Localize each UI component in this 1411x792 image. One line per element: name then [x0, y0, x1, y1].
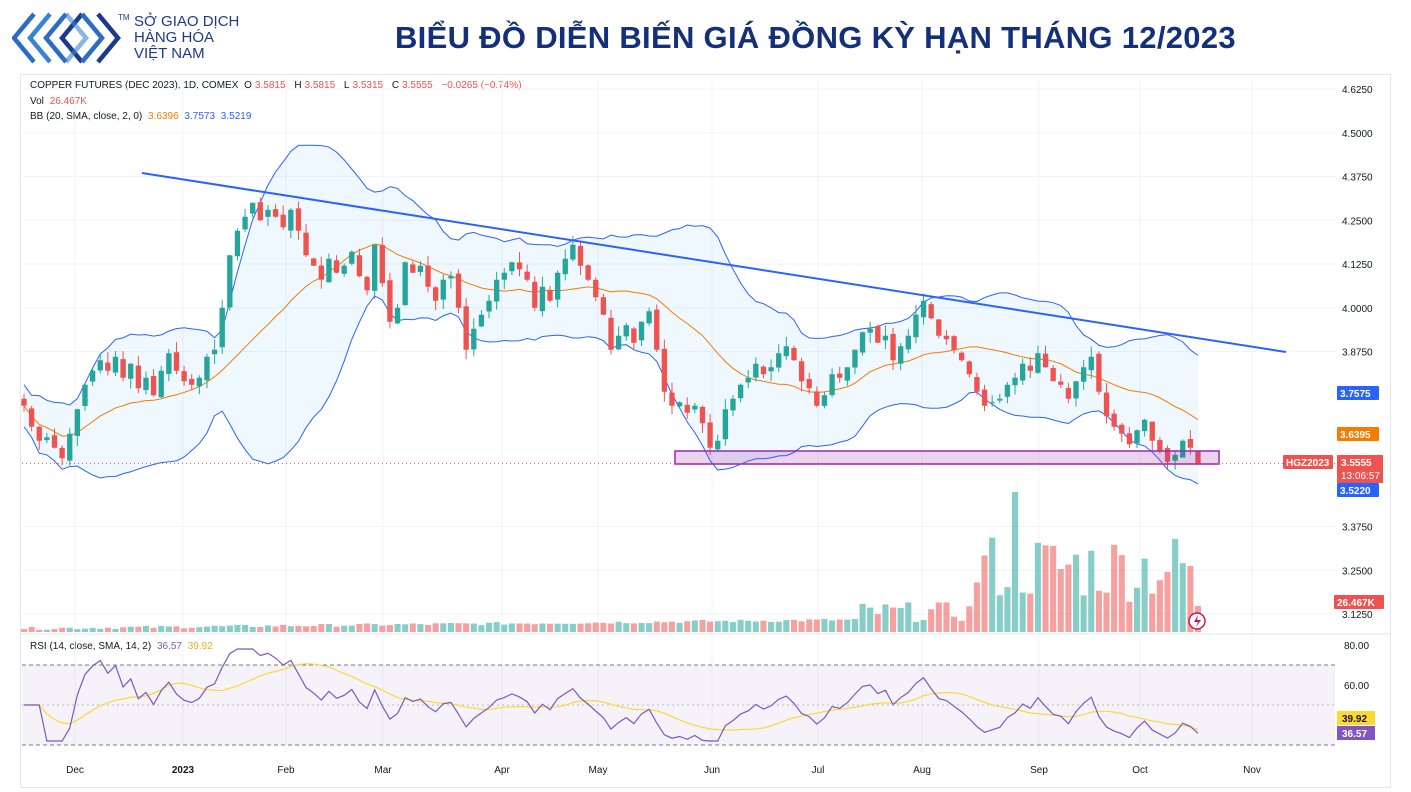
chart-frame	[20, 74, 1391, 788]
legend-l-value: 3.5315	[352, 80, 384, 91]
legend-symbol-row: COPPER FUTURES (DEC 2023), 1D, COMEX O 3.…	[30, 80, 525, 91]
logo-line-1: SỞ GIAO DỊCH	[134, 13, 240, 30]
legend-vol-label: Vol	[30, 96, 44, 107]
page-title: BIỂU ĐỒ DIỄN BIẾN GIÁ ĐỒNG KỲ HẠN THÁNG …	[395, 20, 1236, 55]
legend-h-value: 3.5815	[304, 80, 336, 91]
legend-vol-value: 26.467K	[49, 96, 87, 107]
legend-c-label: C	[391, 80, 400, 91]
legend-change: −0.0265 (−0.74%)	[441, 80, 522, 91]
legend-rsi-label: RSI (14, close, SMA, 14, 2)	[30, 641, 152, 652]
legend-rsi-value: 36.57	[156, 641, 182, 652]
legend-o-value: 3.5815	[254, 80, 286, 91]
legend-symbol: COPPER FUTURES (DEC 2023), 1D, COMEX	[30, 80, 239, 91]
legend-bb-lower: 3.5219	[220, 111, 252, 122]
legend-bb-row: BB (20, SMA, close, 2, 0) 3.6396 3.7573 …	[30, 111, 254, 122]
legend-rsi-row: RSI (14, close, SMA, 14, 2) 36.57 39.92	[30, 641, 216, 652]
legend-o-label: O	[244, 80, 252, 91]
logo-line-3: VIỆT NAM	[134, 45, 205, 62]
header: TM SỞ GIAO DỊCH HÀNG HÓA VIỆT NAM BIỂU Đ…	[0, 0, 1411, 72]
legend-bb-upper: 3.7573	[184, 111, 216, 122]
logo-text: TM SỞ GIAO DỊCH HÀNG HÓA VIỆT NAM	[118, 13, 240, 62]
logo-tm: TM	[118, 13, 130, 22]
legend-bb-basis: 3.6396	[148, 111, 179, 122]
legend-c-value: 3.5555	[402, 80, 433, 91]
logo-line-2: HÀNG HÓA	[134, 29, 215, 46]
sgd-logo-icon	[12, 12, 121, 64]
legend-h-label: H	[294, 80, 302, 91]
legend-rsi-ma: 39.92	[187, 641, 213, 652]
legend-vol-row: Vol 26.467K	[30, 96, 90, 107]
legend-l-label: L	[343, 80, 350, 91]
legend-bb-label: BB (20, SMA, close, 2, 0)	[30, 111, 143, 122]
